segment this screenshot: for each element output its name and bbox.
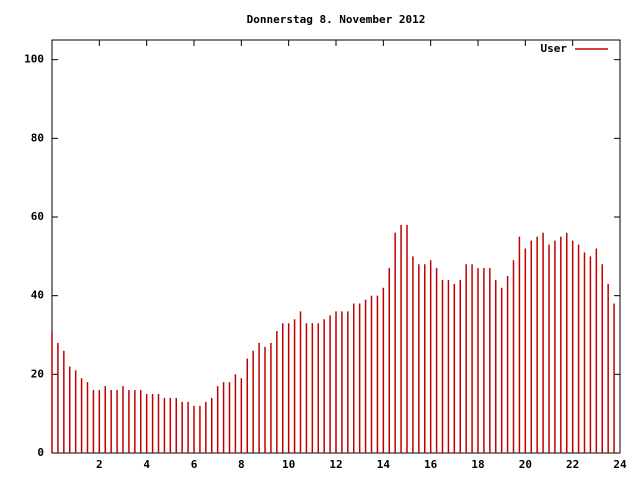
x-tick-label: 18 [471,458,484,471]
x-tick-label: 2 [96,458,103,471]
x-tick-label: 14 [377,458,391,471]
chart-title: Donnerstag 8. November 2012 [247,13,426,26]
x-tick-label: 22 [566,458,579,471]
x-tick-label: 8 [238,458,245,471]
y-tick-label: 60 [31,210,44,223]
x-tick-label: 6 [191,458,198,471]
x-tick-label: 10 [282,458,295,471]
x-tick-label: 24 [613,458,627,471]
x-tick-label: 4 [143,458,150,471]
legend-label: User [541,42,568,55]
y-tick-label: 80 [31,131,44,144]
y-tick-label: 20 [31,367,44,380]
y-tick-label: 40 [31,289,44,302]
x-tick-label: 12 [329,458,342,471]
y-tick-label: 100 [24,53,44,66]
y-tick-label: 0 [37,446,44,459]
x-tick-label: 16 [424,458,438,471]
x-tick-label: 20 [519,458,532,471]
